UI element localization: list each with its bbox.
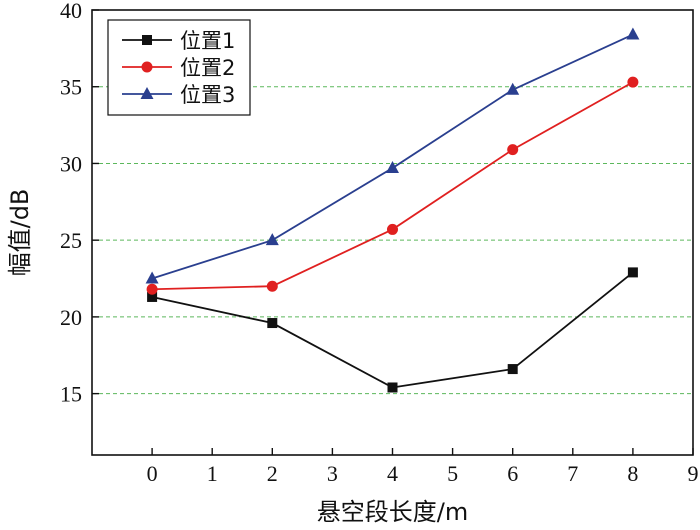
data-point (627, 267, 638, 278)
data-point (265, 233, 279, 246)
data-point (626, 27, 640, 40)
data-point (266, 280, 278, 292)
data-point (146, 283, 158, 295)
series-3 (145, 27, 640, 284)
x-axis-label: 悬空段长度/m (317, 498, 468, 526)
x-tick-label: 5 (447, 461, 458, 486)
data-point (387, 223, 398, 235)
data-point (147, 291, 158, 302)
legend-marker (141, 61, 153, 73)
legend-marker (140, 87, 154, 99)
data-point (507, 364, 518, 375)
y-tick-label: 40 (60, 0, 82, 23)
y-tick-label: 30 (60, 151, 82, 176)
y-tick-label: 20 (60, 305, 82, 330)
data-point (387, 382, 398, 393)
x-tick-label: 3 (327, 461, 338, 486)
y-tick-label: 35 (60, 75, 82, 100)
data-point (267, 318, 278, 329)
series-line-1 (151, 271, 634, 389)
x-tick-label: 1 (207, 461, 218, 486)
data-point (627, 76, 639, 88)
series-2 (146, 76, 639, 295)
y-tick-label: 15 (60, 382, 82, 407)
x-tick-label: 0 (147, 461, 158, 486)
legend-label: 位置2 (180, 56, 235, 80)
legend: 位置1 位置2 位置3 (107, 19, 251, 116)
y-tick-label: 25 (60, 228, 82, 253)
x-tick-label: 9 (688, 461, 699, 486)
data-point (386, 161, 399, 174)
data-point (145, 271, 159, 284)
legend-label: 位置3 (180, 83, 235, 107)
legend-marker (142, 35, 152, 45)
grid-lines (92, 86, 693, 395)
x-tick-label: 7 (567, 461, 578, 486)
x-tick-label: 8 (627, 461, 638, 486)
axis-ticks: 0 1 2 3 4 5 6 7 8 9 15 20 25 30 35 40 (60, 0, 699, 486)
x-tick-label: 2 (267, 461, 278, 486)
series-group (145, 27, 640, 393)
data-point (507, 144, 519, 156)
y-axis-label: 幅值/dB (6, 189, 34, 277)
series-1 (147, 267, 638, 393)
x-tick-label: 6 (507, 461, 518, 486)
data-point (506, 82, 520, 95)
x-tick-label: 4 (387, 461, 398, 486)
legend-label: 位置1 (180, 29, 235, 53)
